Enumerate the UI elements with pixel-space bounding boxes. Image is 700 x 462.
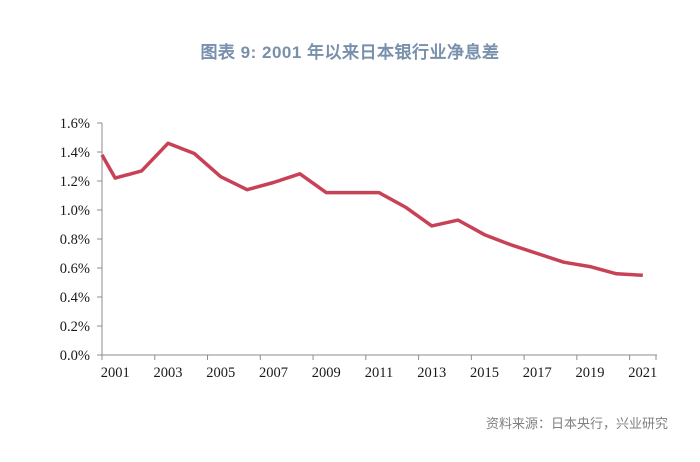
y-tick-label: 0.0% [60,348,90,364]
figure-title: 图表 9: 2001 年以来日本银行业净息差 [200,43,500,62]
x-tick-label: 2013 [417,365,446,381]
nim-series-line [100,141,643,278]
y-tick-label: 0.4% [60,290,90,306]
x-tick-label: 2015 [470,365,499,381]
y-tick-label: 0.6% [60,261,90,277]
y-tick-label: 1.2% [60,174,90,190]
y-tick-label: 1.6% [60,116,90,132]
x-tick-label: 2005 [206,365,235,381]
source-note: 资料来源：日本央行，兴业研究 [485,416,668,431]
x-tick-label: 2021 [628,365,657,381]
x-tick-label: 2019 [576,365,605,381]
x-tick-label: 2009 [312,365,341,381]
x-tick-label: 2007 [259,365,288,381]
x-tick-label: 2003 [153,365,182,381]
y-tick-label: 1.4% [60,145,90,161]
x-tick-label: 2011 [365,365,393,381]
x-tick-label: 2017 [523,365,552,381]
y-tick-label: 1.0% [60,203,90,219]
x-tick-label: 2001 [101,365,130,381]
y-tick-label: 0.8% [60,232,90,248]
y-tick-label: 0.2% [60,319,90,335]
